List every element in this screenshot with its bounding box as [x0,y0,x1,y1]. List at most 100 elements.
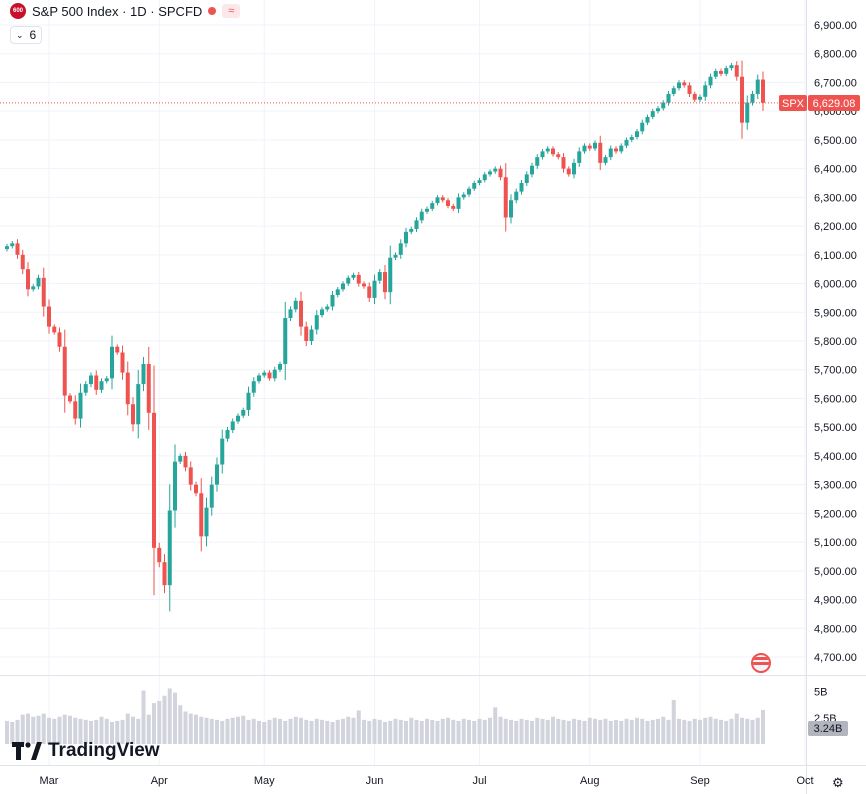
volume-bar [325,720,330,744]
candle [472,180,477,192]
candle [498,165,503,181]
candle [325,304,330,312]
volume-bar [687,720,692,744]
volume-bar [750,719,755,744]
volume-bar [26,713,30,744]
price-axis[interactable]: 4,700.00 4,800.00 4,900.00 5,000.00 5,100.00… [814,20,857,664]
candle-body [713,70,718,77]
candle [724,65,729,77]
candle [661,100,666,111]
volume-bar [335,719,340,744]
candle-body [15,243,20,255]
price-tick-label: 6,200.00 [814,221,857,233]
time-axis[interactable]: Mar Apr May Jun Jul Aug Sep Oct [40,775,814,787]
candle-body [94,375,99,390]
us-flag-icon[interactable] [751,653,771,673]
volume-bar [20,714,25,744]
candle [729,62,734,71]
volume-bar [146,714,151,744]
volume-bar [52,718,57,744]
candle-body [330,295,335,307]
indicators-toggle[interactable]: ⌄ 6 [10,26,43,44]
volume-bar [535,717,540,744]
candle-body [666,93,671,103]
candle-body [141,363,146,385]
candle-body [278,363,282,370]
volume-bar [582,720,587,744]
candle [719,68,723,77]
volume-bar [293,716,298,744]
candle [52,324,57,335]
candle [488,169,492,177]
volume-bar [488,717,492,744]
candle [614,146,618,154]
candle-body [152,412,156,548]
volume-bar [698,719,702,744]
candle [393,252,398,260]
volume-bar [519,718,524,744]
candlesticks [5,60,765,612]
volume-bar [430,719,435,744]
candle [278,361,282,373]
candle-body [10,243,15,247]
candle-body [535,157,540,166]
candle [377,269,382,284]
candle-body [367,286,372,298]
candle [204,497,209,547]
candle [624,137,629,148]
candle-body [283,318,288,364]
candle-body [120,352,125,373]
wave-icon[interactable]: ≈ [222,4,241,18]
candle-body [477,180,482,183]
candle-body [435,197,440,204]
candle [299,291,303,336]
candle [740,60,744,139]
market-status-icon[interactable] [208,7,217,15]
candle-body [267,372,272,379]
candle [194,481,198,497]
candle-body [20,254,25,270]
candle [304,321,309,347]
price-tick-label: 6,500.00 [814,135,857,147]
volume-bar [351,717,356,744]
candle-body [719,70,723,74]
candle [215,457,219,492]
candle [351,272,356,281]
volume-bar [503,718,508,744]
volume-bar [635,717,639,744]
volume-bar [477,718,482,744]
candle-body [650,111,655,117]
volume-bar [404,720,408,744]
candle-body [461,194,466,198]
volume-bar [425,718,429,744]
tradingview-logo[interactable]: TradingView [12,740,160,762]
symbol-legend[interactable]: 600 S&P 500 Index · 1D · SPCFD ≈ [10,3,241,19]
volume-bar [236,716,240,744]
candle-body [645,116,650,123]
price-tick-label: 5,400.00 [814,451,857,463]
candle [645,114,650,125]
volume-bar [83,719,88,744]
price-tick-label: 6,900.00 [814,20,857,32]
candle [335,286,340,298]
volume-bar [524,719,529,744]
candle-body [551,148,555,155]
candle-body [698,96,702,100]
candle [577,147,582,167]
candle-body [440,197,445,201]
candle [540,149,545,160]
symbol-title[interactable]: S&P 500 Index · 1D · SPCFD [32,3,203,19]
volume-bar [362,719,366,744]
volume-bar [204,717,209,744]
settings-gear-icon[interactable]: ⚙ [832,775,844,790]
price-tick-label: 4,900.00 [814,595,857,607]
candle-body [467,188,471,195]
candle-body [556,154,561,158]
candle [745,95,750,130]
candle [734,61,739,81]
candle-body [398,243,403,255]
volume-label-value: 3.24B [814,723,843,735]
price-tick-label: 6,300.00 [814,192,857,204]
candle [31,284,36,292]
